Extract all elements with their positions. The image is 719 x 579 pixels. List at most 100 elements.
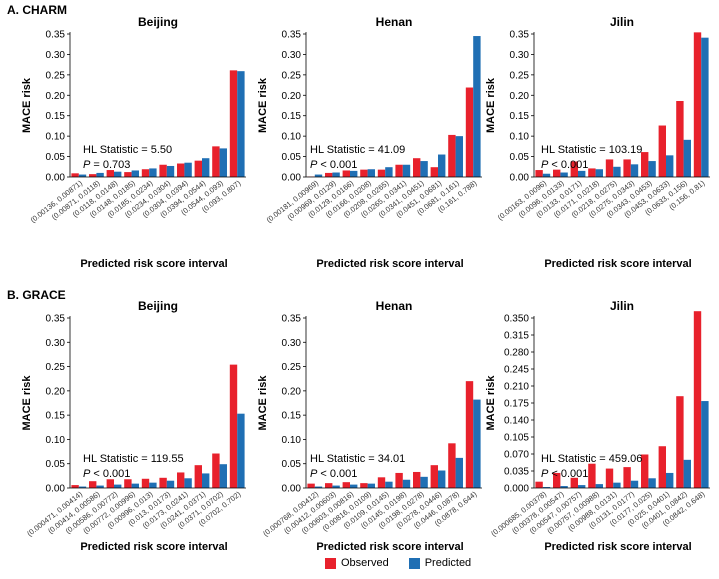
y-tick-label-4-6: 0.30 (282, 338, 302, 349)
y-axis-label-2: MACE risk (485, 77, 497, 133)
bar-predicted-3-0 (78, 486, 87, 488)
legend-label-observed: Observed (341, 557, 389, 569)
y-axis-label-3: MACE risk (21, 375, 33, 431)
p-value-text-2: < 0.001 (548, 159, 588, 171)
y-tick-label-3-1: 0.05 (46, 459, 66, 470)
bar-observed-0-7 (194, 160, 202, 177)
y-tick-label-1-6: 0.30 (282, 50, 302, 61)
bar-predicted-5-8 (683, 459, 691, 488)
y-tick-label-0-4: 0.20 (46, 91, 66, 102)
bar-observed-3-0 (71, 485, 79, 488)
bar-observed-0-6 (177, 163, 185, 177)
bar-predicted-3-6 (184, 478, 192, 488)
bar-observed-4-2 (342, 482, 350, 488)
bar-observed-5-8 (676, 396, 684, 488)
bar-observed-0-8 (212, 146, 220, 177)
section-label-grace: B. GRACE (7, 288, 66, 302)
bar-predicted-2-6 (648, 161, 656, 177)
bar-predicted-1-7 (438, 154, 446, 177)
hl-statistic-3: HL Statistic = 119.55 (83, 453, 184, 465)
y-axis-label-5: MACE risk (485, 375, 497, 431)
y-tick-label-5-1: 0.035 (504, 467, 529, 478)
bar-predicted-0-9 (237, 71, 245, 177)
p-value-text-3: < 0.001 (90, 468, 130, 480)
bar-predicted-0-7 (202, 158, 210, 177)
y-tick-label-3-2: 0.10 (46, 435, 66, 446)
bar-predicted-5-7 (666, 472, 674, 488)
y-axis-label-0: MACE risk (21, 77, 33, 133)
bar-observed-5-9 (693, 311, 702, 488)
bar-observed-1-1 (325, 172, 333, 177)
x-axis-label-4: Predicted risk score interval (316, 541, 463, 553)
y-tick-label-3-3: 0.15 (46, 411, 66, 422)
bar-observed-4-1 (325, 483, 333, 488)
y-tick-label-4-5: 0.25 (282, 362, 302, 373)
legend-swatch-predicted (408, 557, 420, 569)
y-tick-label-0-3: 0.15 (46, 111, 66, 122)
legend-item-predicted: Predicted (408, 557, 472, 569)
bar-observed-3-2 (106, 479, 114, 488)
p-symbol-2: P (541, 159, 549, 171)
y-tick-label-1-3: 0.15 (282, 111, 302, 122)
y-tick-label-4-4: 0.20 (282, 386, 302, 397)
y-tick-label-1-1: 0.05 (282, 152, 302, 163)
legend-item-observed: Observed (325, 557, 389, 569)
p-value-text-1: < 0.001 (317, 159, 357, 171)
bar-observed-5-5 (623, 467, 631, 488)
y-tick-label-5-4: 0.140 (504, 416, 529, 427)
bar-predicted-5-2 (578, 485, 586, 488)
p-value-5: P < 0.001 (541, 468, 588, 480)
hl-statistic-5: HL Statistic = 459.06 (541, 453, 642, 465)
hl-statistic-1: HL Statistic = 41.09 (310, 144, 405, 156)
chart-title-5: Jilin (610, 299, 634, 313)
bar-observed-1-4 (377, 169, 386, 177)
p-value-4: P < 0.001 (310, 468, 357, 480)
y-axis-label-1: MACE risk (257, 77, 269, 133)
p-value-text-5: < 0.001 (548, 468, 588, 480)
bar-predicted-0-6 (184, 162, 192, 177)
bar-observed-4-0 (307, 483, 315, 488)
p-symbol-5: P (541, 468, 549, 480)
hl-statistic-0: HL Statistic = 5.50 (83, 144, 172, 156)
x-axis-label-5: Predicted risk score interval (544, 541, 691, 553)
y-tick-label-3-4: 0.20 (46, 386, 66, 397)
bar-observed-1-8 (448, 134, 456, 177)
bar-observed-5-7 (658, 446, 666, 488)
bar-predicted-1-0 (314, 174, 323, 177)
x-axis-label-3: Predicted risk score interval (80, 541, 227, 553)
x-axis-label-2: Predicted risk score interval (544, 258, 691, 270)
y-tick-label-4-0: 0.00 (282, 484, 302, 495)
bar-predicted-4-7 (438, 470, 446, 488)
bar-predicted-5-4 (613, 482, 621, 488)
y-tick-label-5-9: 0.315 (504, 331, 529, 342)
bar-predicted-3-9 (237, 413, 245, 488)
bar-observed-2-7 (658, 125, 666, 177)
y-tick-label-3-7: 0.35 (46, 314, 66, 325)
bar-predicted-5-3 (595, 484, 603, 488)
y-tick-label-5-8: 0.280 (504, 348, 529, 359)
bar-observed-5-1 (553, 472, 561, 488)
y-tick-label-0-7: 0.35 (46, 30, 66, 41)
bar-observed-0-4 (141, 169, 150, 177)
bar-predicted-1-9 (473, 36, 481, 177)
bar-observed-5-3 (588, 463, 596, 488)
bar-observed-4-6 (413, 471, 421, 488)
bar-observed-2-6 (641, 152, 649, 177)
bar-predicted-0-4 (149, 168, 157, 177)
bar-predicted-4-6 (420, 476, 428, 488)
bar-observed-5-0 (535, 481, 543, 488)
section-label-charm: A. CHARM (7, 3, 67, 17)
chart-title-4: Henan (376, 299, 413, 313)
bar-observed-2-5 (623, 159, 631, 177)
bar-predicted-3-1 (96, 485, 104, 488)
bar-predicted-3-2 (114, 484, 122, 488)
bar-predicted-5-1 (560, 486, 568, 488)
p-symbol-1: P (310, 159, 318, 171)
bar-predicted-5-5 (630, 480, 639, 488)
bar-predicted-3-3 (131, 483, 139, 488)
legend-label-predicted: Predicted (424, 557, 472, 569)
bar-predicted-1-8 (455, 136, 463, 177)
bar-observed-4-7 (430, 465, 438, 488)
bar-observed-2-0 (535, 170, 543, 177)
p-symbol-0: P (83, 159, 91, 171)
